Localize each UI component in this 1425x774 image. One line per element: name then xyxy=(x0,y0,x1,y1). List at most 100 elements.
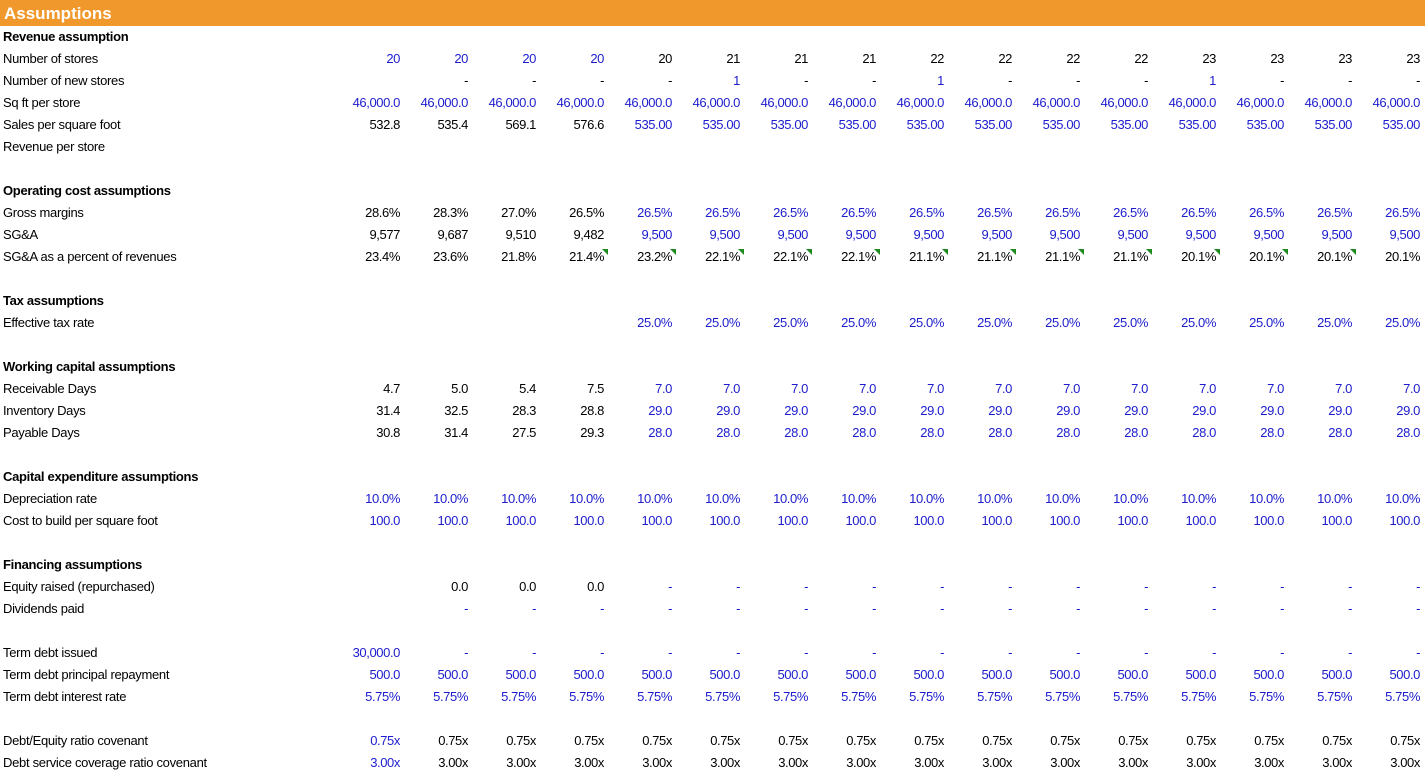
row-label[interactable]: Term debt interest rate xyxy=(3,689,127,704)
table-cell[interactable]: 535.00 xyxy=(906,117,945,132)
table-cell[interactable]: 500.0 xyxy=(369,667,400,682)
table-cell[interactable]: 46,000.0 xyxy=(828,95,877,110)
table-cell[interactable]: 28.3% xyxy=(433,205,468,220)
table-cell[interactable]: 100.0 xyxy=(1117,513,1148,528)
table-cell[interactable]: - xyxy=(804,73,808,88)
table-cell[interactable]: 29.0 xyxy=(716,403,740,418)
section-heading[interactable]: Capital expenditure assumptions xyxy=(3,469,199,484)
table-cell[interactable]: 21 xyxy=(794,51,808,66)
table-cell[interactable]: 31.4 xyxy=(376,403,400,418)
table-cell[interactable]: 10.0% xyxy=(977,491,1012,506)
table-cell[interactable]: 569.1 xyxy=(505,117,536,132)
table-cell[interactable]: 21.1% xyxy=(879,246,948,268)
table-cell[interactable]: 0.75x xyxy=(778,733,808,748)
table-cell[interactable]: 1 xyxy=(733,73,740,88)
table-cell[interactable]: 28.0 xyxy=(1192,425,1216,440)
table-cell[interactable]: 20 xyxy=(522,51,536,66)
table-cell[interactable]: 9,500 xyxy=(1253,227,1284,242)
table-cell[interactable]: 9,500 xyxy=(1389,227,1420,242)
table-cell[interactable]: 20 xyxy=(590,51,604,66)
row-label[interactable]: SG&A xyxy=(3,227,38,242)
table-cell[interactable]: 46,000.0 xyxy=(1236,95,1285,110)
table-cell[interactable]: 25.0% xyxy=(705,315,740,330)
table-cell[interactable]: 21.1% xyxy=(947,246,1016,268)
row-label[interactable]: Inventory Days xyxy=(3,403,86,418)
table-cell[interactable]: 29.0 xyxy=(920,403,944,418)
table-cell[interactable]: 5.75% xyxy=(841,689,876,704)
row-label[interactable]: Term debt principal repayment xyxy=(3,667,170,682)
table-cell[interactable]: 3.00x xyxy=(710,755,740,770)
table-cell[interactable]: 22 xyxy=(1134,51,1148,66)
table-cell[interactable]: 22.1% xyxy=(675,246,744,268)
table-cell[interactable]: 26.5% xyxy=(1113,205,1148,220)
table-cell[interactable]: 535.00 xyxy=(1110,117,1149,132)
table-cell[interactable]: 25.0% xyxy=(1317,315,1352,330)
table-cell[interactable]: - xyxy=(1144,579,1148,594)
table-cell[interactable]: - xyxy=(872,579,876,594)
table-cell[interactable]: - xyxy=(600,601,604,616)
table-cell[interactable]: 29.0 xyxy=(784,403,808,418)
table-cell[interactable]: 9,500 xyxy=(1185,227,1216,242)
table-cell[interactable]: 100.0 xyxy=(709,513,740,528)
table-cell[interactable]: 100.0 xyxy=(369,513,400,528)
table-cell[interactable]: 28.0 xyxy=(716,425,740,440)
table-cell[interactable]: 10.0% xyxy=(1249,491,1284,506)
table-cell[interactable]: 5.75% xyxy=(1385,689,1420,704)
table-cell[interactable]: - xyxy=(1280,645,1284,660)
section-heading[interactable]: Financing assumptions xyxy=(3,557,142,572)
table-cell[interactable]: 7.0 xyxy=(1335,381,1352,396)
table-cell[interactable]: - xyxy=(1280,601,1284,616)
table-cell[interactable]: 21.1% xyxy=(1083,246,1152,268)
table-cell[interactable]: - xyxy=(1416,73,1420,88)
table-cell[interactable]: 28.0 xyxy=(1328,425,1352,440)
table-cell[interactable]: 5.75% xyxy=(365,689,400,704)
table-cell[interactable]: 500.0 xyxy=(1049,667,1080,682)
table-cell[interactable]: 500.0 xyxy=(1253,667,1284,682)
table-cell[interactable]: 28.8 xyxy=(580,403,604,418)
table-cell[interactable]: - xyxy=(804,579,808,594)
table-cell[interactable]: 535.4 xyxy=(437,117,468,132)
table-cell[interactable]: - xyxy=(1280,579,1284,594)
row-label[interactable]: Equity raised (repurchased) xyxy=(3,579,155,594)
table-cell[interactable]: 23 xyxy=(1270,51,1284,66)
table-cell[interactable]: 29.0 xyxy=(1396,403,1420,418)
table-cell[interactable]: 0.75x xyxy=(370,733,400,748)
table-cell[interactable]: 27.0% xyxy=(501,205,536,220)
table-cell[interactable]: 100.0 xyxy=(913,513,944,528)
row-label[interactable]: Debt service coverage ratio covenant xyxy=(3,755,207,770)
table-cell[interactable]: 26.5% xyxy=(841,205,876,220)
table-cell[interactable]: - xyxy=(1076,579,1080,594)
table-cell[interactable]: 3.00x xyxy=(1390,755,1420,770)
table-cell[interactable]: 28.0 xyxy=(988,425,1012,440)
table-cell[interactable]: 29.0 xyxy=(852,403,876,418)
table-cell[interactable]: 29.0 xyxy=(648,403,672,418)
table-cell[interactable]: 46,000.0 xyxy=(352,95,401,110)
table-cell[interactable]: - xyxy=(1280,73,1284,88)
table-cell[interactable]: 20 xyxy=(454,51,468,66)
table-cell[interactable]: 7.0 xyxy=(723,381,740,396)
table-cell[interactable]: 100.0 xyxy=(573,513,604,528)
table-cell[interactable]: - xyxy=(464,601,468,616)
table-cell[interactable]: 0.75x xyxy=(438,733,468,748)
table-cell[interactable]: 0.0 xyxy=(451,579,468,594)
table-cell[interactable]: - xyxy=(1008,601,1012,616)
table-cell[interactable]: 25.0% xyxy=(977,315,1012,330)
table-cell[interactable]: 5.75% xyxy=(705,689,740,704)
table-cell[interactable] xyxy=(539,312,607,334)
table-cell[interactable]: 46,000.0 xyxy=(420,95,469,110)
table-cell[interactable]: - xyxy=(600,73,604,88)
table-cell[interactable]: - xyxy=(736,579,740,594)
table-cell[interactable]: 0.0 xyxy=(587,579,604,594)
table-cell[interactable]: 0.75x xyxy=(1050,733,1080,748)
table-cell[interactable]: - xyxy=(804,645,808,660)
table-cell[interactable]: 3.00x xyxy=(574,755,604,770)
table-cell[interactable]: 5.4 xyxy=(519,381,536,396)
table-cell[interactable]: - xyxy=(668,579,672,594)
table-cell[interactable]: 500.0 xyxy=(573,667,604,682)
table-cell[interactable]: 25.0% xyxy=(773,315,808,330)
table-cell[interactable]: 25.0% xyxy=(1181,315,1216,330)
table-cell[interactable]: 3.00x xyxy=(1254,755,1284,770)
table-cell[interactable]: 10.0% xyxy=(841,491,876,506)
table-cell[interactable]: 3.00x xyxy=(506,755,536,770)
table-cell[interactable]: 28.3 xyxy=(512,403,536,418)
